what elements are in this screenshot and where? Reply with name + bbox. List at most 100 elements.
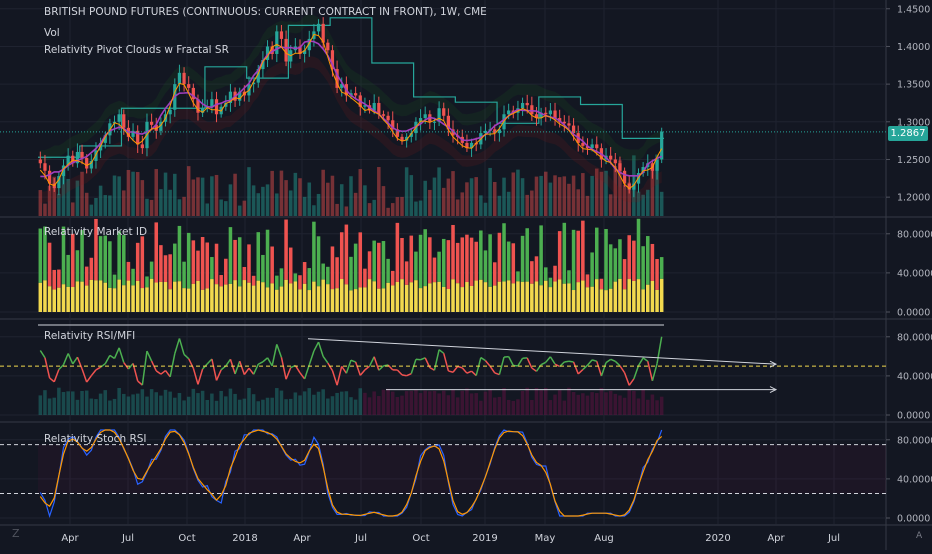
volume-bar — [219, 200, 223, 216]
rsi-line-segment — [518, 358, 523, 366]
auto-scale-icon[interactable]: A — [916, 531, 922, 541]
mfi-bar — [113, 399, 117, 415]
rsi-line-segment — [550, 357, 555, 364]
market-id-bar — [405, 261, 409, 284]
mfi-bar — [461, 391, 465, 415]
market-id-bar — [127, 262, 131, 281]
market-id-base-bar — [90, 280, 94, 312]
volume-bar — [340, 184, 344, 216]
market-id-bar — [581, 221, 585, 281]
market-id-bar — [201, 237, 205, 290]
volume-bar — [461, 192, 465, 216]
mfi-bar — [456, 397, 460, 415]
market-id-base-bar — [498, 282, 502, 312]
market-id-base-bar — [76, 281, 80, 312]
x-tick-label: Apr — [767, 533, 785, 544]
candle-body — [386, 116, 389, 121]
volume-bar — [493, 182, 497, 216]
candle-body — [187, 84, 190, 88]
mfi-bar — [618, 395, 622, 415]
market-id-base-bar — [80, 282, 84, 312]
market-id-base-bar — [516, 281, 520, 312]
market-id-base-bar — [465, 282, 469, 312]
market-id-bar — [372, 241, 376, 282]
rsi-line-segment — [564, 361, 569, 362]
volume-bar — [484, 203, 488, 216]
candle-body — [544, 113, 547, 115]
volume-bar — [410, 175, 414, 216]
y-tick-label: 80.0000 — [897, 332, 932, 343]
rsi-line-segment — [504, 357, 509, 358]
candle-body — [118, 114, 121, 122]
mfi-bar — [164, 390, 168, 415]
mfi-bar — [173, 398, 177, 415]
mfi-bar — [131, 394, 135, 415]
candle-body — [178, 73, 181, 84]
market-id-base-bar — [256, 281, 260, 312]
mfi-bar — [641, 390, 645, 415]
market-id-base-bar — [660, 279, 664, 312]
mfi-bar — [219, 391, 223, 415]
volume-bar — [215, 175, 219, 216]
volume-bar — [289, 190, 293, 216]
mfi-bar — [331, 396, 335, 415]
mfi-bar — [405, 391, 409, 415]
market-id-base-bar — [428, 283, 432, 312]
rsi-line-segment — [611, 359, 616, 361]
mfi-bar — [154, 392, 158, 415]
market-id-bar — [586, 274, 590, 287]
volume-bar — [345, 206, 349, 216]
market-id-bar — [637, 219, 641, 279]
rsi-line-segment — [532, 368, 537, 371]
market-id-bar — [641, 246, 645, 289]
rsi-line-segment — [91, 370, 96, 376]
market-id-base-bar — [512, 283, 516, 312]
volume-bar — [544, 172, 548, 216]
candle-body — [618, 163, 621, 171]
volume-bar — [261, 187, 265, 216]
market-id-base-bar — [168, 289, 172, 312]
market-id-bar — [623, 259, 627, 289]
market-id-bar — [345, 225, 349, 285]
market-id-bar — [122, 235, 126, 285]
volume-bar — [312, 205, 316, 216]
mfi-bar — [525, 388, 529, 415]
volume-bar — [326, 183, 330, 216]
x-tick-label: 2018 — [232, 533, 257, 544]
volume-bar — [85, 193, 89, 216]
volume-bar — [182, 197, 186, 216]
volume-bar — [368, 203, 372, 216]
mfi-bar — [205, 400, 209, 415]
candle-body — [442, 108, 445, 116]
market-id-base-bar — [164, 282, 168, 312]
mfi-bar — [484, 392, 488, 415]
market-id-bar — [261, 255, 265, 282]
mfi-bar — [312, 395, 316, 415]
zoom-icon[interactable]: Z — [12, 527, 20, 540]
volume-bar — [247, 167, 251, 216]
mfi-bar — [76, 400, 80, 415]
mfi-bar — [423, 391, 427, 415]
volume-bar — [474, 177, 478, 216]
volume-bar — [168, 190, 172, 216]
mfi-bar — [498, 397, 502, 415]
x-tick-label: Oct — [412, 533, 429, 544]
market-id-base-bar — [62, 284, 66, 312]
market-id-base-bar — [331, 289, 335, 312]
market-id-base-bar — [57, 288, 61, 312]
mfi-bar — [558, 390, 562, 415]
rsi-line-segment — [569, 361, 574, 362]
rsi-line-segment — [170, 354, 175, 377]
rsi-line-segment — [620, 366, 625, 373]
x-tick-label: May — [535, 533, 556, 544]
mfi-bar — [266, 398, 270, 415]
market-id-bar — [521, 236, 525, 282]
mfi-bar — [182, 400, 186, 415]
mfi-bar — [238, 400, 242, 415]
rsi-line-segment — [328, 363, 333, 371]
volume-bar — [470, 178, 474, 216]
mfi-bar — [317, 392, 321, 415]
volume-bar — [553, 175, 557, 216]
mfi-bar — [48, 398, 52, 415]
